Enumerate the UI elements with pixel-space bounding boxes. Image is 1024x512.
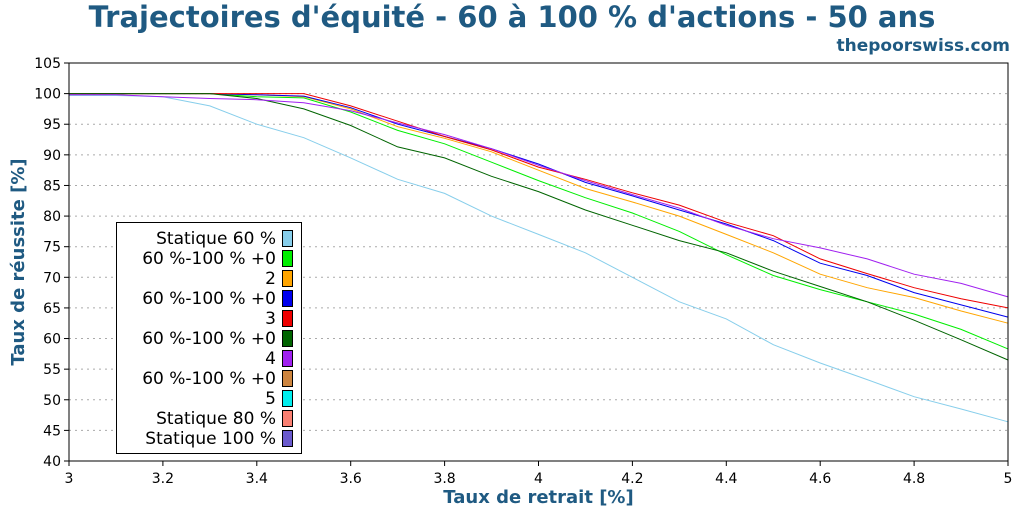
y-tick-label: 85 bbox=[43, 178, 61, 194]
legend-item bbox=[276, 389, 293, 407]
y-tick-label: 60 bbox=[43, 332, 61, 348]
chart-title: Trajectoires d'équité - 60 à 100 % d'act… bbox=[88, 0, 936, 34]
legend-item: 60 %-100 % +0 5 bbox=[142, 369, 293, 409]
y-tick-label: 55 bbox=[43, 362, 61, 378]
legend-label: 60 %-100 % +0 4 bbox=[142, 329, 276, 369]
legend-label: 60 %-100 % +0 2 bbox=[142, 249, 276, 289]
legend-item: 60 %-100 % +0 4 bbox=[142, 329, 293, 369]
y-tick-label: 90 bbox=[43, 148, 61, 164]
series-line-5 bbox=[69, 93, 1009, 361]
legend-swatch bbox=[282, 370, 293, 387]
legend-label: Statique 60 % bbox=[156, 229, 276, 249]
x-tick-label: 5 bbox=[1004, 471, 1013, 487]
legend-swatch bbox=[282, 390, 293, 407]
legend-item: Statique 80 % bbox=[156, 409, 293, 429]
legend-swatch bbox=[282, 350, 293, 367]
x-tick-label: 4.6 bbox=[809, 471, 831, 487]
y-tick-label: 100 bbox=[34, 87, 61, 103]
legend-label: 60 %-100 % +0 3 bbox=[142, 289, 276, 329]
x-tick-label: 4.4 bbox=[715, 471, 737, 487]
y-tick-label: 95 bbox=[43, 117, 61, 133]
y-tick-label: 65 bbox=[43, 301, 61, 317]
series-line-6 bbox=[69, 94, 1009, 298]
legend-item bbox=[276, 269, 293, 287]
x-tick-label: 4 bbox=[534, 471, 543, 487]
y-tick-label: 45 bbox=[43, 423, 61, 439]
legend-label: Statique 80 % bbox=[156, 409, 276, 429]
legend-swatch bbox=[282, 410, 293, 427]
site-credit: thepoorswiss.com bbox=[836, 36, 1011, 56]
legend-swatch bbox=[282, 270, 293, 287]
legend-label: Statique 100 % bbox=[145, 429, 276, 449]
legend-item bbox=[276, 309, 293, 327]
legend-item: Statique 60 % bbox=[156, 229, 293, 249]
x-tick-label: 3.6 bbox=[340, 471, 362, 487]
series-line-1 bbox=[69, 93, 1009, 350]
legend-swatch bbox=[282, 430, 293, 447]
chart-legend: Statique 60 % 60 %-100 % +0 2 60 %-100 % +… bbox=[116, 222, 302, 454]
legend-swatch bbox=[282, 230, 293, 247]
y-tick-label: 70 bbox=[43, 270, 61, 286]
legend-swatch bbox=[282, 310, 293, 327]
legend-item: Statique 100 % bbox=[145, 429, 293, 449]
legend-item: 60 %-100 % +0 2 bbox=[142, 249, 293, 289]
x-tick-label: 4.8 bbox=[903, 471, 925, 487]
y-tick-label: 40 bbox=[43, 454, 61, 470]
y-tick-label: 50 bbox=[43, 393, 61, 409]
legend-label: 60 %-100 % +0 5 bbox=[142, 369, 276, 409]
y-axis-label: Taux de réussite [%] bbox=[8, 158, 29, 365]
x-axis-label: Taux de retrait [%] bbox=[443, 487, 633, 508]
y-tick-label: 75 bbox=[43, 240, 61, 256]
legend-swatch bbox=[282, 330, 293, 347]
series-line-0 bbox=[69, 95, 1009, 423]
legend-swatch bbox=[282, 290, 293, 307]
x-tick-label: 3.4 bbox=[246, 471, 268, 487]
legend-item bbox=[276, 349, 293, 367]
series-line-4 bbox=[69, 93, 1009, 309]
legend-swatch bbox=[282, 250, 293, 267]
legend-item: 60 %-100 % +0 3 bbox=[142, 289, 293, 329]
y-tick-label: 80 bbox=[43, 209, 61, 225]
x-tick-label: 3.2 bbox=[152, 471, 174, 487]
y-tick-label: 105 bbox=[34, 56, 61, 72]
x-tick-label: 4.2 bbox=[621, 471, 643, 487]
x-tick-label: 3.8 bbox=[433, 471, 455, 487]
x-tick-label: 3 bbox=[65, 471, 74, 487]
